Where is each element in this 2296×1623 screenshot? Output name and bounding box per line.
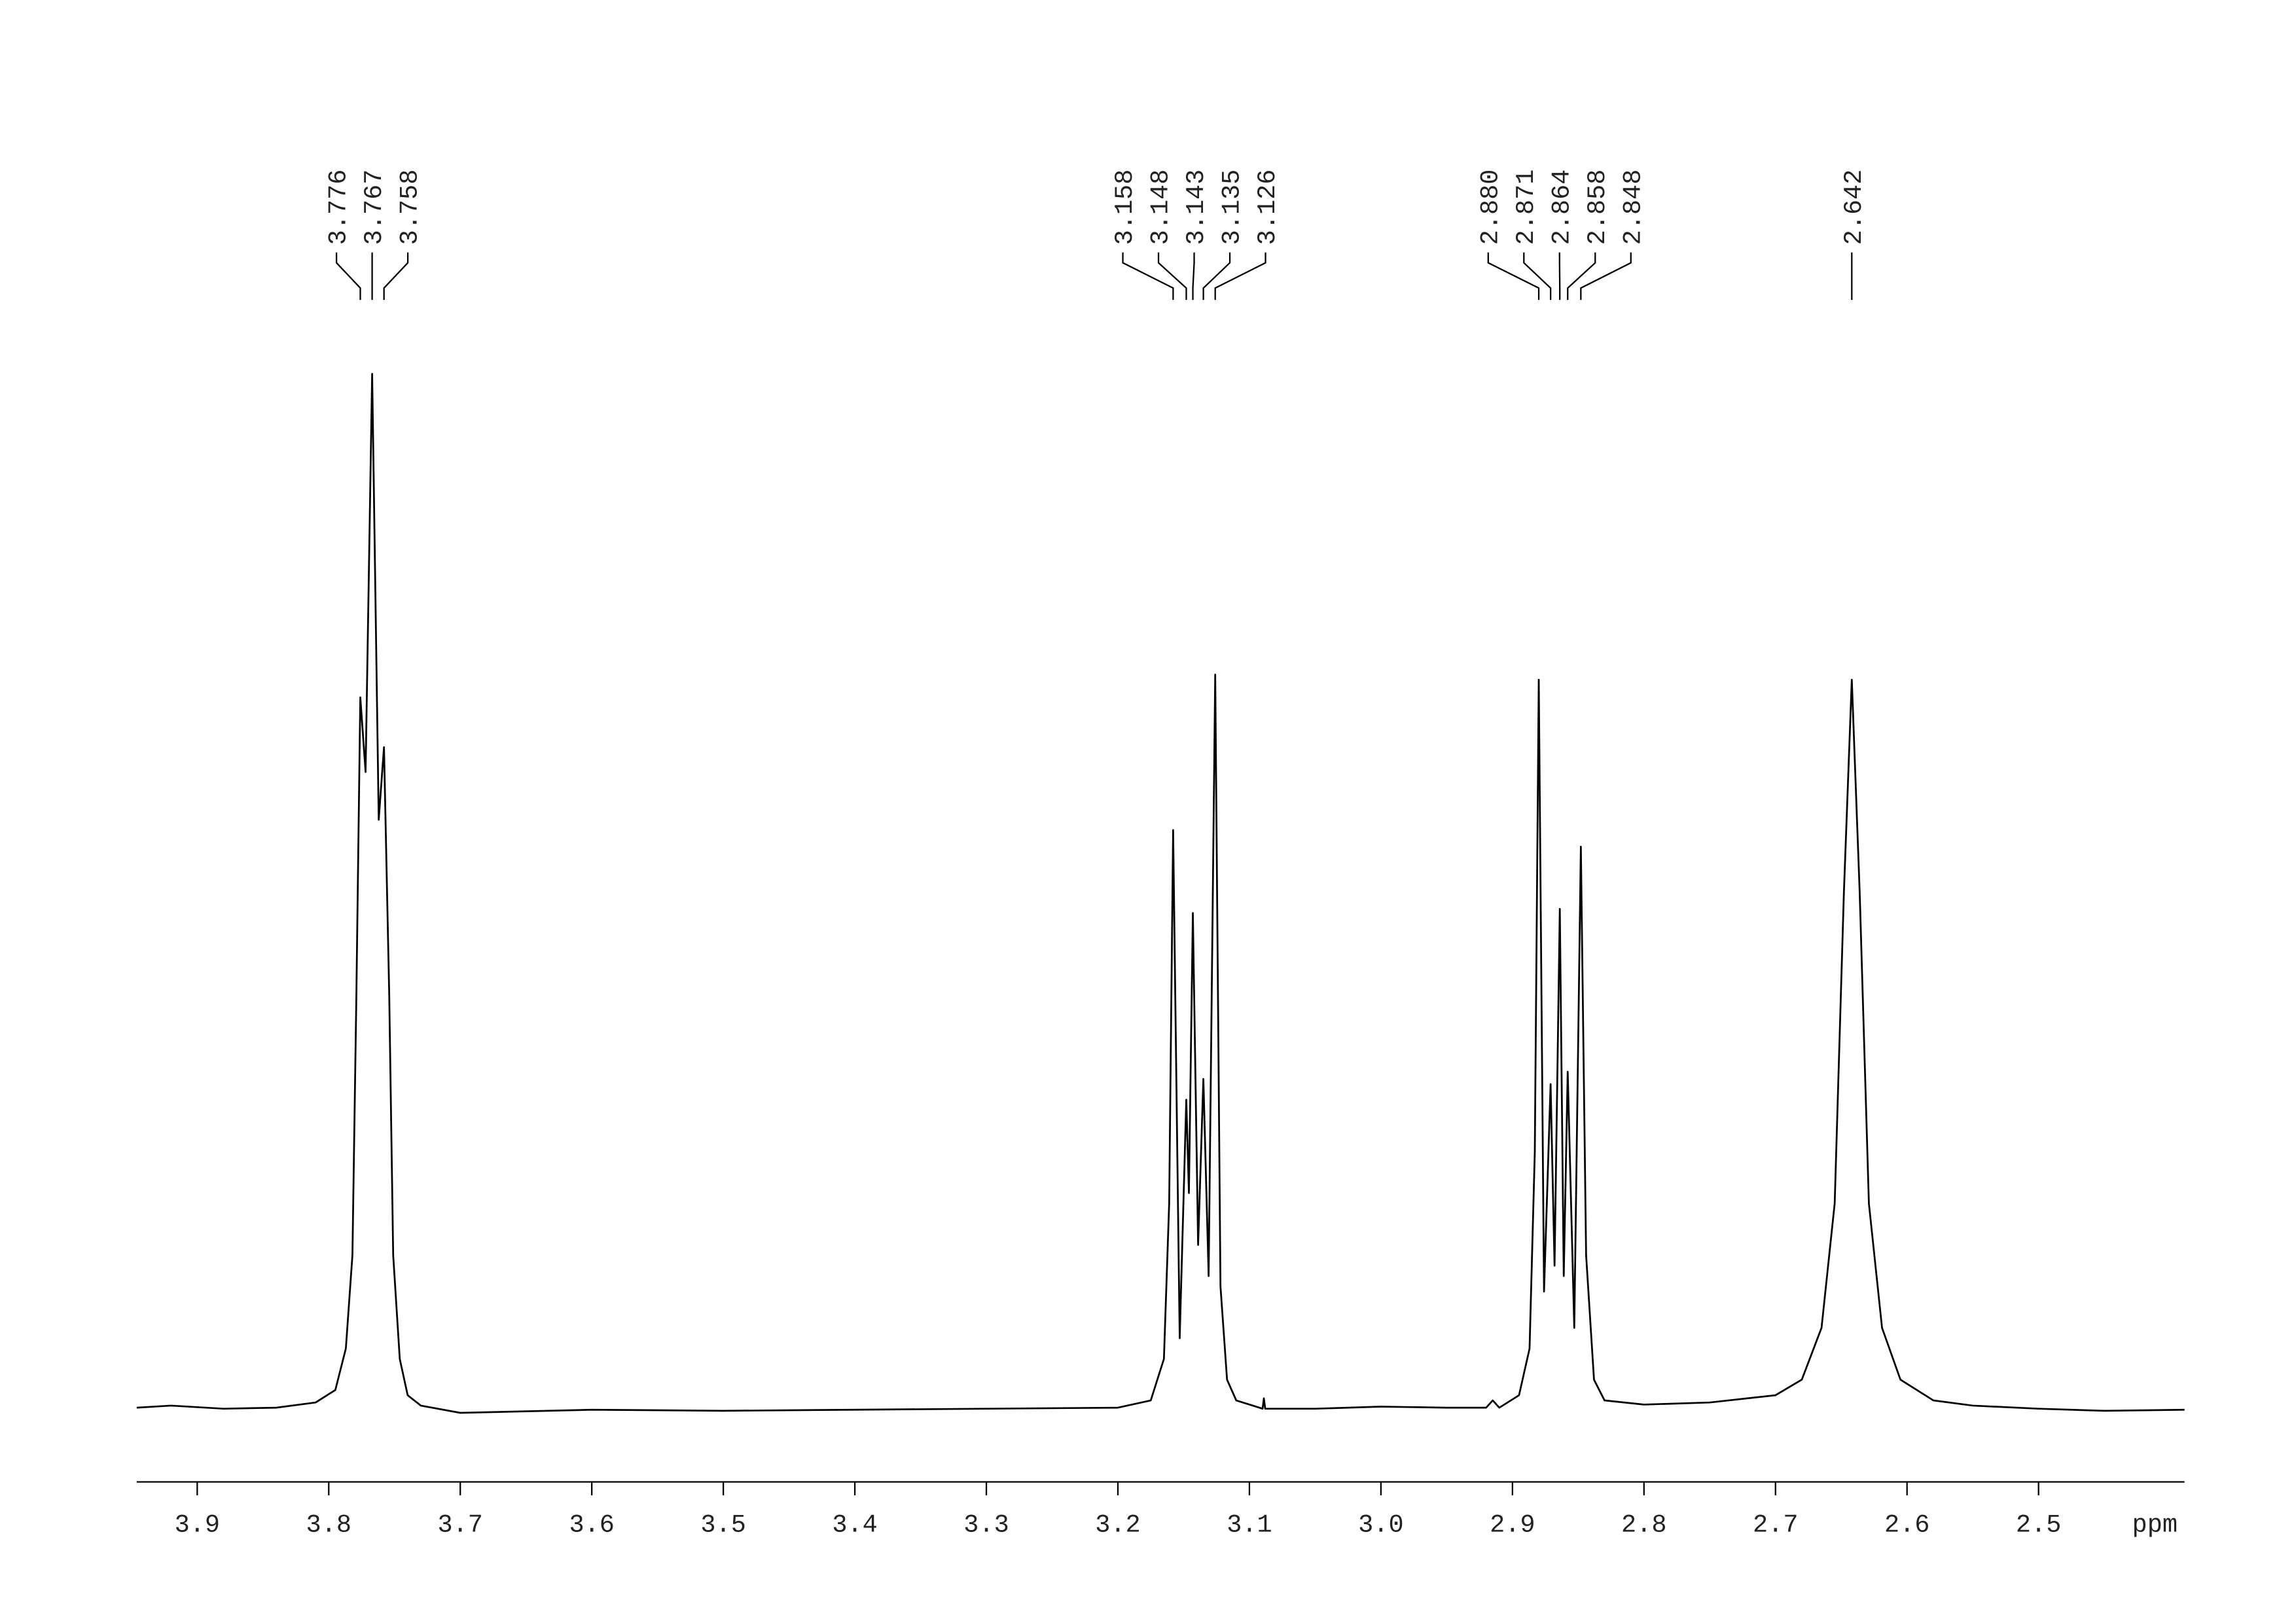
- x-axis-label: ppm: [2132, 1511, 2178, 1540]
- x-tick-label: 2.7: [1753, 1511, 1798, 1540]
- peak-label: 2.642: [1840, 170, 1869, 246]
- peak-label: 3.767: [360, 170, 389, 246]
- peak-leader: [1214, 252, 1266, 301]
- x-tick-label: 3.4: [832, 1511, 877, 1540]
- peak-label: 3.776: [325, 170, 353, 246]
- x-tick-label: 3.9: [175, 1511, 220, 1540]
- x-tick-label: 3.3: [963, 1511, 1009, 1540]
- peak-leader: [1192, 252, 1195, 301]
- x-tick-label: 3.0: [1358, 1511, 1403, 1540]
- peak-leader: [335, 252, 361, 301]
- x-tick-label: 2.5: [2016, 1511, 2061, 1540]
- peak-label: 3.158: [1111, 170, 1139, 246]
- peak-label: 2.880: [1476, 170, 1505, 246]
- peak-leader: [1487, 252, 1540, 301]
- peak-leader: [1122, 252, 1174, 301]
- peak-label: 2.858: [1583, 170, 1612, 246]
- x-tick-label: 2.9: [1490, 1511, 1535, 1540]
- x-tick-label: 3.7: [437, 1511, 482, 1540]
- x-tick-label: 3.1: [1227, 1511, 1272, 1540]
- peak-label: 3.758: [396, 170, 425, 246]
- peak-label: 3.135: [1218, 170, 1247, 246]
- peak-leader: [1202, 252, 1231, 301]
- peak-label: 3.143: [1182, 170, 1211, 246]
- peak-label: 2.864: [1547, 170, 1576, 246]
- peak-leader: [383, 252, 409, 301]
- x-tick-label: 2.6: [1884, 1511, 1929, 1540]
- peak-label: 2.871: [1512, 170, 1541, 246]
- peak-label: 3.126: [1253, 170, 1282, 246]
- x-tick-label: 3.5: [700, 1511, 745, 1540]
- x-tick-label: 3.6: [569, 1511, 614, 1540]
- peak-label: 2.848: [1619, 170, 1647, 246]
- x-tick-label: 2.8: [1621, 1511, 1666, 1540]
- peak-leader: [1580, 252, 1632, 301]
- peak-leader: [1157, 252, 1187, 301]
- peak-leader: [1523, 252, 1552, 301]
- x-tick-label: 3.8: [306, 1511, 351, 1540]
- peak-label: 3.148: [1147, 170, 1175, 246]
- peak-leader: [1567, 252, 1596, 301]
- x-tick-label: 3.2: [1095, 1511, 1140, 1540]
- spectrum-line: [136, 373, 2185, 1414]
